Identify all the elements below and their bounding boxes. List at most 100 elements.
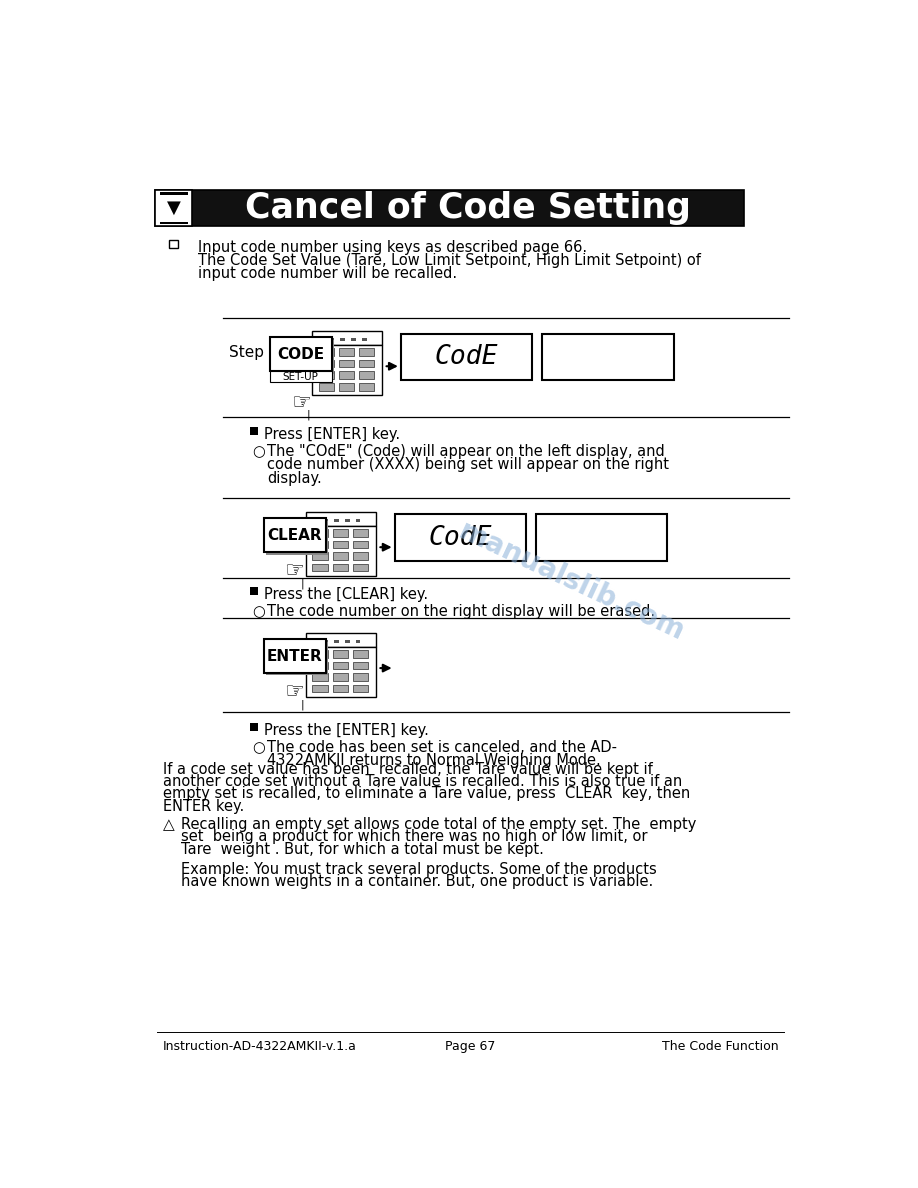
Text: Instruction-AD-4322AMKII-v.1.a: Instruction-AD-4322AMKII-v.1.a xyxy=(162,1040,357,1053)
Bar xyxy=(266,520,328,555)
Text: code number (XXXX) being set will appear on the right: code number (XXXX) being set will appear… xyxy=(267,457,669,473)
Bar xyxy=(332,564,348,571)
Text: 4322AMKII returns to Normal Weighing Mode.: 4322AMKII returns to Normal Weighing Mod… xyxy=(267,753,601,769)
Bar xyxy=(319,371,334,379)
Text: The "COdE" (Code) will appear on the left display, and: The "COdE" (Code) will appear on the lef… xyxy=(267,444,666,460)
Bar xyxy=(312,674,328,681)
Text: CodE: CodE xyxy=(435,343,498,369)
Bar xyxy=(356,640,361,643)
Bar xyxy=(323,640,328,643)
Bar xyxy=(353,684,368,693)
Bar xyxy=(341,339,345,341)
Bar xyxy=(307,647,376,697)
Text: If a code set value has been  recalled, the Tare value will be kept if: If a code set value has been recalled, t… xyxy=(162,762,653,777)
Bar xyxy=(307,512,376,526)
Bar xyxy=(307,633,376,647)
Bar xyxy=(401,334,532,380)
Bar xyxy=(345,519,350,523)
Bar xyxy=(169,240,177,248)
Bar xyxy=(339,360,354,367)
Bar xyxy=(353,552,368,560)
Bar xyxy=(272,340,334,373)
Bar xyxy=(319,360,334,367)
Text: The code has been set is canceled, and the AD-: The code has been set is canceled, and t… xyxy=(267,740,618,756)
Bar xyxy=(339,371,354,379)
Bar xyxy=(312,552,328,560)
Bar xyxy=(307,526,376,576)
Bar xyxy=(535,514,667,561)
Text: |: | xyxy=(307,410,310,421)
Bar xyxy=(332,674,348,681)
Text: △: △ xyxy=(162,817,174,832)
Bar xyxy=(312,564,328,571)
Bar xyxy=(332,684,348,693)
Bar xyxy=(251,723,258,731)
Text: have known weights in a container. But, one product is variable.: have known weights in a container. But, … xyxy=(181,874,653,889)
Bar xyxy=(332,541,348,549)
Bar xyxy=(312,662,328,669)
Bar xyxy=(332,529,348,537)
Bar xyxy=(263,639,326,674)
Bar xyxy=(359,383,375,391)
Bar xyxy=(359,371,375,379)
Text: The Code Set Value (Tare, Low Limit Setpoint, High Limit Setpoint) of: The Code Set Value (Tare, Low Limit Setp… xyxy=(198,253,701,267)
Bar xyxy=(353,650,368,658)
Bar xyxy=(312,331,382,345)
Text: |: | xyxy=(300,579,304,589)
Bar xyxy=(312,529,328,537)
Text: ▼: ▼ xyxy=(167,200,181,217)
Text: ☞: ☞ xyxy=(285,682,305,702)
Bar xyxy=(319,348,334,356)
Text: Press the [CLEAR] key.: Press the [CLEAR] key. xyxy=(263,587,428,602)
Bar xyxy=(339,348,354,356)
Text: CodE: CodE xyxy=(429,525,492,550)
Bar xyxy=(353,662,368,669)
Text: ○: ○ xyxy=(252,604,265,619)
Text: Example: You must track several products. Some of the products: Example: You must track several products… xyxy=(181,861,656,877)
Text: Recalling an empty set allows code total of the empty set. The  empty: Recalling an empty set allows code total… xyxy=(181,817,696,832)
Bar xyxy=(334,519,339,523)
Text: input code number will be recalled.: input code number will be recalled. xyxy=(198,266,457,280)
Bar xyxy=(353,564,368,571)
Bar xyxy=(542,334,674,380)
Bar xyxy=(312,519,317,523)
Bar xyxy=(160,191,187,195)
Text: Cancel of Code Setting: Cancel of Code Setting xyxy=(245,191,691,225)
Bar xyxy=(319,383,334,391)
Bar xyxy=(332,552,348,560)
Bar xyxy=(353,529,368,537)
Bar xyxy=(339,383,354,391)
Text: ☞: ☞ xyxy=(291,393,311,412)
Bar xyxy=(323,519,328,523)
Bar xyxy=(332,662,348,669)
Bar xyxy=(312,640,317,643)
Text: CODE: CODE xyxy=(277,347,324,362)
Text: The Code Function: The Code Function xyxy=(662,1040,778,1053)
Bar xyxy=(319,339,323,341)
Bar xyxy=(353,674,368,681)
Bar xyxy=(395,514,526,561)
Bar xyxy=(353,541,368,549)
Bar xyxy=(356,519,361,523)
Bar xyxy=(332,650,348,658)
Bar xyxy=(312,541,328,549)
Text: ENTER key.: ENTER key. xyxy=(162,798,244,814)
Bar xyxy=(334,640,339,643)
Bar xyxy=(263,518,326,552)
Text: set  being a product for which there was no high or low limit, or: set being a product for which there was … xyxy=(181,829,647,845)
Text: ENTER: ENTER xyxy=(266,649,322,664)
Text: The code number on the right display will be erased.: The code number on the right display wil… xyxy=(267,604,655,619)
Text: ☞: ☞ xyxy=(285,562,305,581)
Text: CLEAR: CLEAR xyxy=(267,527,322,543)
Text: ○: ○ xyxy=(252,740,265,756)
Bar xyxy=(270,337,331,371)
Bar xyxy=(266,642,328,676)
Text: |: | xyxy=(300,700,304,709)
Text: Tare  weight . But, for which a total must be kept.: Tare weight . But, for which a total mus… xyxy=(181,842,543,857)
Text: Press the [ENTER] key.: Press the [ENTER] key. xyxy=(263,723,429,738)
Bar xyxy=(351,339,356,341)
Bar xyxy=(312,684,328,693)
Bar xyxy=(359,348,375,356)
Bar xyxy=(359,360,375,367)
Bar xyxy=(330,339,334,341)
